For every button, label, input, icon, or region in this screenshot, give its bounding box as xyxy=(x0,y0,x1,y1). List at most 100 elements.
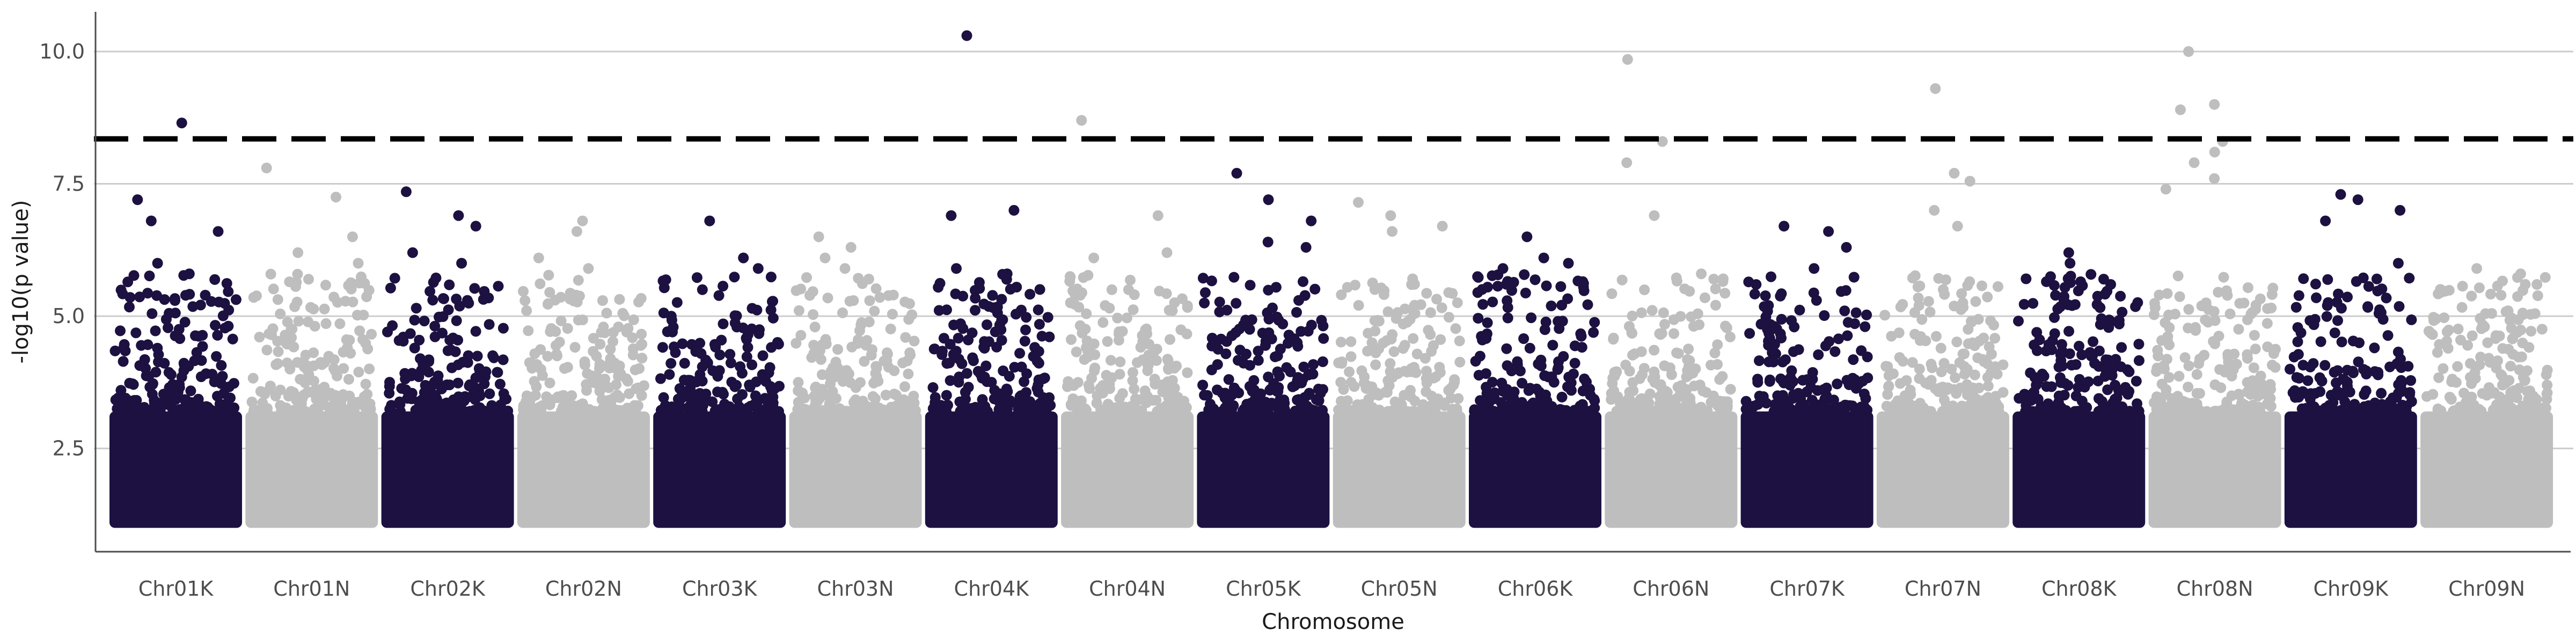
snp-point xyxy=(1502,312,1513,324)
snp-point xyxy=(2441,326,2453,338)
snp-point xyxy=(362,343,374,355)
snp-point xyxy=(1221,304,1233,316)
snp-point xyxy=(1077,327,1088,339)
snp-point xyxy=(2512,291,2523,302)
top-hit-point xyxy=(2098,274,2109,285)
y-axis-title: -log10(p value) xyxy=(9,200,33,364)
snp-point xyxy=(2073,286,2084,296)
snp-point xyxy=(658,392,669,403)
snp-point xyxy=(1011,309,1021,320)
snp-point xyxy=(2243,406,2254,417)
snp-point xyxy=(470,326,481,337)
snp-point xyxy=(632,400,643,411)
snp-point xyxy=(1115,356,1126,368)
snp-point xyxy=(2329,327,2340,339)
snp-point xyxy=(434,406,445,417)
snp-point xyxy=(1275,395,1285,406)
snp-point xyxy=(2174,371,2185,382)
snp-point xyxy=(1752,377,1763,388)
snp-point xyxy=(838,366,849,377)
snp-point xyxy=(1744,328,1755,339)
snp-point xyxy=(2234,298,2245,309)
snp-point xyxy=(217,310,229,321)
snp-point xyxy=(850,394,861,405)
snp-point xyxy=(1950,372,1961,383)
snp-point xyxy=(1123,284,1134,295)
snp-point xyxy=(1487,377,1498,388)
snp-point xyxy=(425,406,436,417)
snp-point xyxy=(433,370,444,382)
snp-point xyxy=(1214,296,1225,308)
top-hit-point xyxy=(2352,194,2363,206)
snp-point xyxy=(1777,390,1789,401)
snp-point xyxy=(333,401,345,413)
snp-point xyxy=(462,357,473,368)
snp-point xyxy=(1760,290,1771,302)
snp-point xyxy=(1957,348,1968,360)
snp-point xyxy=(2285,363,2295,375)
snp-point xyxy=(2465,406,2477,417)
snp-point xyxy=(1362,382,1373,392)
snp-point xyxy=(227,333,238,345)
snp-point xyxy=(1197,379,1209,391)
snp-point xyxy=(2265,401,2277,412)
snp-point xyxy=(2049,312,2060,323)
top-hit-point xyxy=(145,215,157,226)
snp-point xyxy=(320,318,332,329)
snp-point xyxy=(1197,273,1209,284)
snp-point xyxy=(1575,328,1586,339)
snp-point xyxy=(207,369,218,380)
snp-point xyxy=(352,310,363,321)
snp-point xyxy=(1477,299,1489,310)
snp-point xyxy=(1584,383,1596,394)
snp-point xyxy=(1956,400,1967,412)
snp-point xyxy=(1712,359,1723,370)
snp-point xyxy=(597,295,608,306)
snp-point xyxy=(1121,404,1132,415)
snp-point xyxy=(221,278,232,289)
snp-point xyxy=(1502,302,1513,313)
dense-points-band xyxy=(789,411,922,528)
top-hit-point xyxy=(577,215,588,226)
snp-point xyxy=(2342,291,2353,303)
snp-point xyxy=(544,287,555,298)
snp-point xyxy=(189,355,200,367)
snp-point xyxy=(1517,378,1528,389)
snp-point xyxy=(675,402,686,413)
snp-point xyxy=(2048,280,2060,291)
snp-point xyxy=(1963,324,1974,335)
snp-point xyxy=(1142,359,1153,370)
snp-point xyxy=(1526,312,1537,324)
chromosome-points xyxy=(1197,167,1330,528)
snp-point xyxy=(347,296,358,308)
snp-point xyxy=(444,279,455,290)
snp-point xyxy=(1720,320,1731,332)
chromosome-points xyxy=(925,30,1058,528)
snp-point xyxy=(2028,298,2039,309)
snp-point xyxy=(2473,282,2485,294)
snp-point xyxy=(2292,336,2303,347)
snp-point xyxy=(2013,316,2024,327)
snp-point xyxy=(869,305,880,317)
snp-point xyxy=(2183,304,2194,315)
snp-point xyxy=(1997,387,2009,398)
snp-point xyxy=(1914,280,1926,291)
snp-point xyxy=(1435,367,1446,378)
snp-point xyxy=(1117,388,1128,399)
snp-point xyxy=(1363,394,1374,405)
snp-point xyxy=(696,401,707,412)
snp-point xyxy=(718,318,729,330)
snp-point xyxy=(1029,342,1041,353)
snp-point xyxy=(662,326,673,338)
top-hit-point xyxy=(2209,99,2220,110)
top-hit-point xyxy=(1437,221,1448,232)
snp-point xyxy=(1627,377,1638,388)
snp-point xyxy=(1484,392,1495,402)
snp-point xyxy=(1402,367,1413,378)
snp-point xyxy=(1426,346,1437,357)
snp-point xyxy=(1638,363,1650,374)
snp-point xyxy=(1231,298,1242,309)
snp-point xyxy=(1482,282,1493,292)
dense-points-band xyxy=(517,411,650,528)
